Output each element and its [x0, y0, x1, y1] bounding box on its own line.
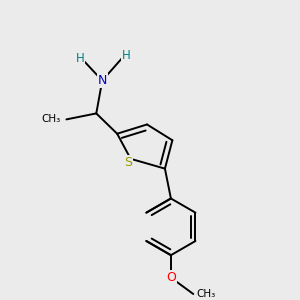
- Text: CH₃: CH₃: [196, 289, 215, 299]
- Text: H: H: [122, 49, 130, 62]
- Text: N: N: [98, 74, 107, 87]
- Text: H: H: [76, 52, 84, 65]
- Text: O: O: [166, 271, 176, 284]
- Text: S: S: [124, 156, 132, 169]
- Text: CH₃: CH₃: [41, 114, 61, 124]
